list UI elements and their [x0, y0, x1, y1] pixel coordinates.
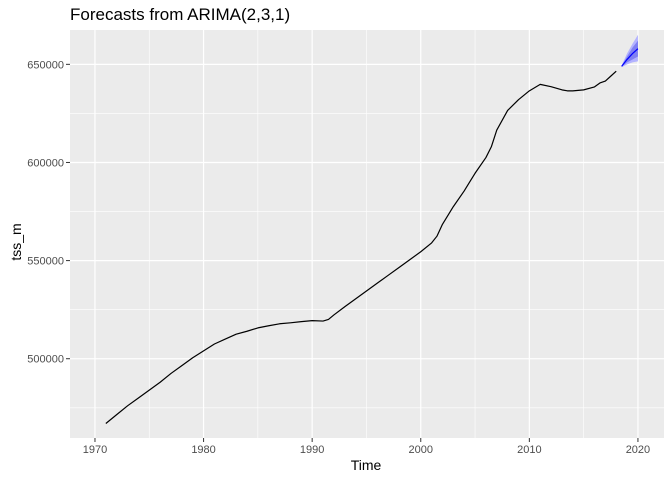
x-tick-label: 2000 — [409, 444, 433, 456]
x-tick-label: 1990 — [300, 444, 324, 456]
major-gridlines — [70, 30, 664, 438]
minor-gridlines — [70, 30, 664, 438]
x-tick-label: 1970 — [83, 444, 107, 456]
x-axis: 1970 1980 1990 2000 2010 2020 — [83, 438, 650, 456]
y-axis: 500000 550000 600000 650000 — [27, 59, 70, 366]
forecast-mean-line — [621, 48, 639, 67]
x-tick-label: 2020 — [626, 444, 650, 456]
x-tick-label: 2010 — [517, 444, 541, 456]
y-tick-label: 550000 — [27, 256, 64, 268]
x-axis-title: Time — [351, 457, 382, 473]
y-axis-title: tss_m — [8, 223, 24, 260]
x-tick-label: 1980 — [191, 444, 215, 456]
series-line — [105, 70, 617, 424]
y-tick-label: 600000 — [27, 157, 64, 169]
chart-title: Forecasts from ARIMA(2,3,1) — [70, 5, 290, 24]
y-tick-label: 650000 — [27, 59, 64, 71]
plot-panel — [70, 30, 664, 438]
y-tick-label: 500000 — [27, 354, 64, 366]
series-lines — [105, 48, 639, 424]
